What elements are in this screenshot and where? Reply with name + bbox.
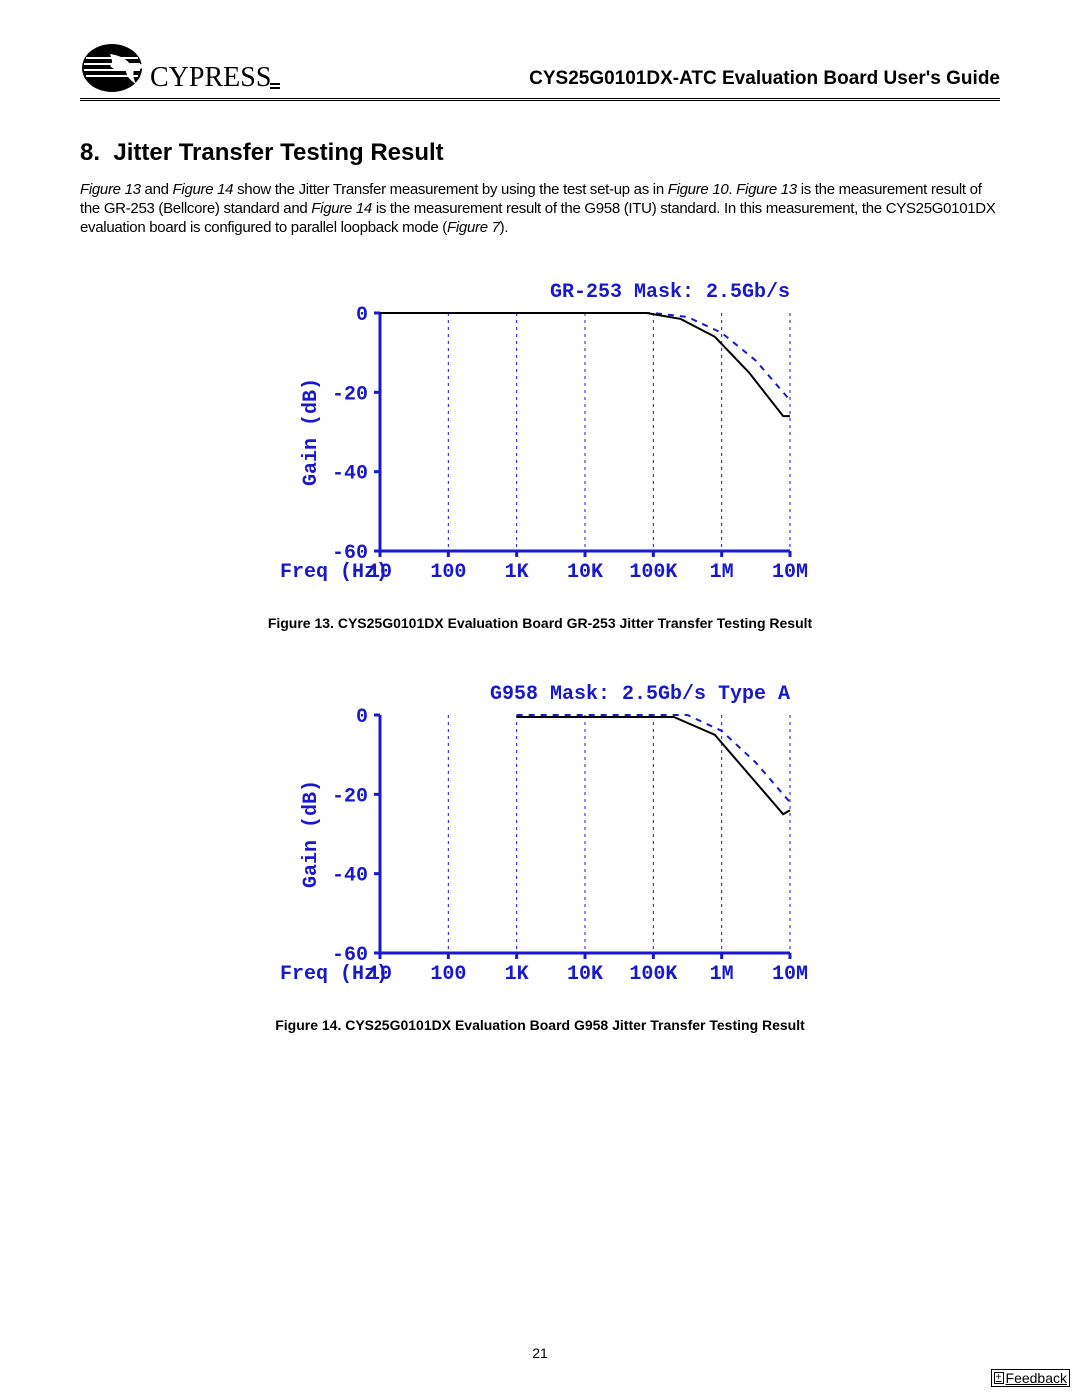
svg-text:-20: -20 xyxy=(332,786,368,809)
svg-text:10M: 10M xyxy=(772,561,808,584)
page-header: CYPRESS CYS25G0101DX-ATC Evaluation Boar… xyxy=(80,40,1000,101)
plus-icon: + xyxy=(994,1372,1004,1384)
svg-text:GR-253 Mask: 2.5Gb/s: GR-253 Mask: 2.5Gb/s xyxy=(550,281,790,304)
svg-text:Gain (dB): Gain (dB) xyxy=(300,378,323,486)
fig-ref: Figure 13 xyxy=(736,181,797,198)
svg-text:100: 100 xyxy=(430,561,466,584)
svg-text:10K: 10K xyxy=(567,963,603,986)
figure-14-container: 0-20-40-60101001K10K100K1M10MGain (dB)Fr… xyxy=(80,679,1000,1033)
svg-text:-40: -40 xyxy=(332,463,368,486)
svg-text:1K: 1K xyxy=(505,561,529,584)
svg-text:10M: 10M xyxy=(772,963,808,986)
fig-ref: Figure 10 xyxy=(668,181,729,198)
figure-13-caption: Figure 13. CYS25G0101DX Evaluation Board… xyxy=(80,615,1000,631)
feedback-label: Feedback xyxy=(1006,1370,1067,1386)
figure-13-container: 0-20-40-60101001K10K100K1M10MGain (dB)Fr… xyxy=(80,277,1000,631)
figure-13-chart: 0-20-40-60101001K10K100K1M10MGain (dB)Fr… xyxy=(270,277,810,587)
cypress-logo-icon: CYPRESS xyxy=(80,40,280,96)
figure-14-chart: 0-20-40-60101001K10K100K1M10MGain (dB)Fr… xyxy=(270,679,810,989)
svg-text:0: 0 xyxy=(356,706,368,729)
svg-text:-40: -40 xyxy=(332,865,368,888)
svg-text:Gain (dB): Gain (dB) xyxy=(300,780,323,888)
svg-text:Freq (Hz): Freq (Hz) xyxy=(280,963,388,986)
section-number: 8. xyxy=(80,139,100,166)
cypress-logo: CYPRESS xyxy=(80,40,280,96)
svg-text:100K: 100K xyxy=(629,561,677,584)
svg-text:Freq (Hz): Freq (Hz) xyxy=(280,561,388,584)
intro-paragraph: Figure 13 and Figure 14 show the Jitter … xyxy=(80,181,1000,237)
svg-text:1M: 1M xyxy=(710,561,734,584)
fig-ref: Figure 7 xyxy=(447,219,500,236)
section-heading: 8. Jitter Transfer Testing Result xyxy=(80,139,1000,167)
svg-text:1M: 1M xyxy=(710,963,734,986)
fig-ref: Figure 13 xyxy=(80,181,141,198)
document-title: CYS25G0101DX-ATC Evaluation Board User's… xyxy=(529,68,1000,96)
fig-ref: Figure 14 xyxy=(173,181,234,198)
svg-text:-20: -20 xyxy=(332,384,368,407)
section-title-text: Jitter Transfer Testing Result xyxy=(113,139,443,166)
logo-text: CYPRESS xyxy=(150,62,271,93)
svg-text:100K: 100K xyxy=(629,963,677,986)
svg-text:10K: 10K xyxy=(567,561,603,584)
svg-text:100: 100 xyxy=(430,963,466,986)
svg-text:0: 0 xyxy=(356,304,368,327)
fig-ref: Figure 14 xyxy=(311,200,372,217)
feedback-button[interactable]: + Feedback xyxy=(991,1369,1070,1387)
svg-text:1K: 1K xyxy=(505,963,529,986)
figure-14-caption: Figure 14. CYS25G0101DX Evaluation Board… xyxy=(80,1017,1000,1033)
svg-text:G958 Mask: 2.5Gb/s Type A: G958 Mask: 2.5Gb/s Type A xyxy=(490,683,790,706)
page-number: 21 xyxy=(0,1345,1080,1361)
